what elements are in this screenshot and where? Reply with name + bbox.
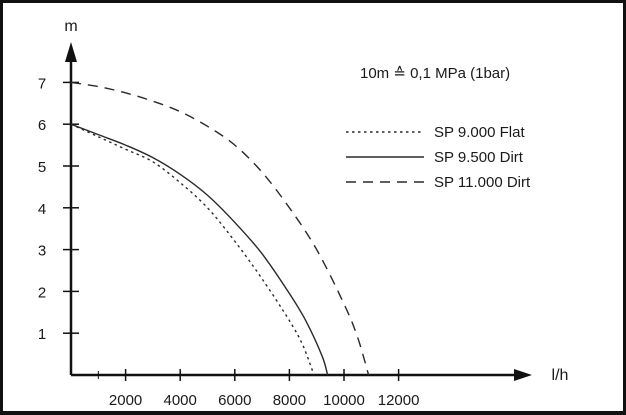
series-lines [70, 81, 370, 376]
x-tick-label: 10000 [323, 392, 365, 409]
x-axis-label: l/h [552, 367, 569, 384]
y-tick-label: 6 [38, 117, 46, 134]
pressure-note: 10m ≙ 0,1 MPa (1bar) [360, 65, 510, 82]
y-tick-label: 2 [38, 284, 46, 301]
y-axis-arrow [65, 42, 77, 62]
y-tick-label: 7 [38, 75, 46, 92]
series-line-2 [70, 81, 370, 376]
legend: SP 9.000 Flat SP 9.500 Dirt SP 11.000 Dirt [346, 124, 531, 191]
y-axis-label: m [64, 18, 77, 35]
series-line-0 [70, 123, 315, 376]
x-tick-label: 6000 [218, 392, 251, 409]
y-tick-label: 5 [38, 159, 46, 176]
legend-label-2: SP 11.000 Dirt [434, 174, 531, 191]
x-tick-label: 12000 [378, 392, 420, 409]
x-tick-label: 4000 [164, 392, 197, 409]
y-tick-label: 4 [38, 201, 46, 218]
x-tick-label: 2000 [109, 392, 142, 409]
axes: m l/h [64, 18, 568, 384]
legend-label-0: SP 9.000 Flat [434, 124, 525, 141]
x-axis-arrow [514, 369, 532, 381]
series-line-1 [70, 123, 329, 376]
x-tick-label: 8000 [273, 392, 306, 409]
y-tick-label: 1 [38, 326, 46, 343]
legend-label-1: SP 9.500 Dirt [434, 149, 524, 166]
ticks: 2000 4000 6000 8000 10000 12000 1 2 3 4 5 6 7 [38, 75, 420, 409]
y-tick-label: 3 [38, 243, 46, 260]
